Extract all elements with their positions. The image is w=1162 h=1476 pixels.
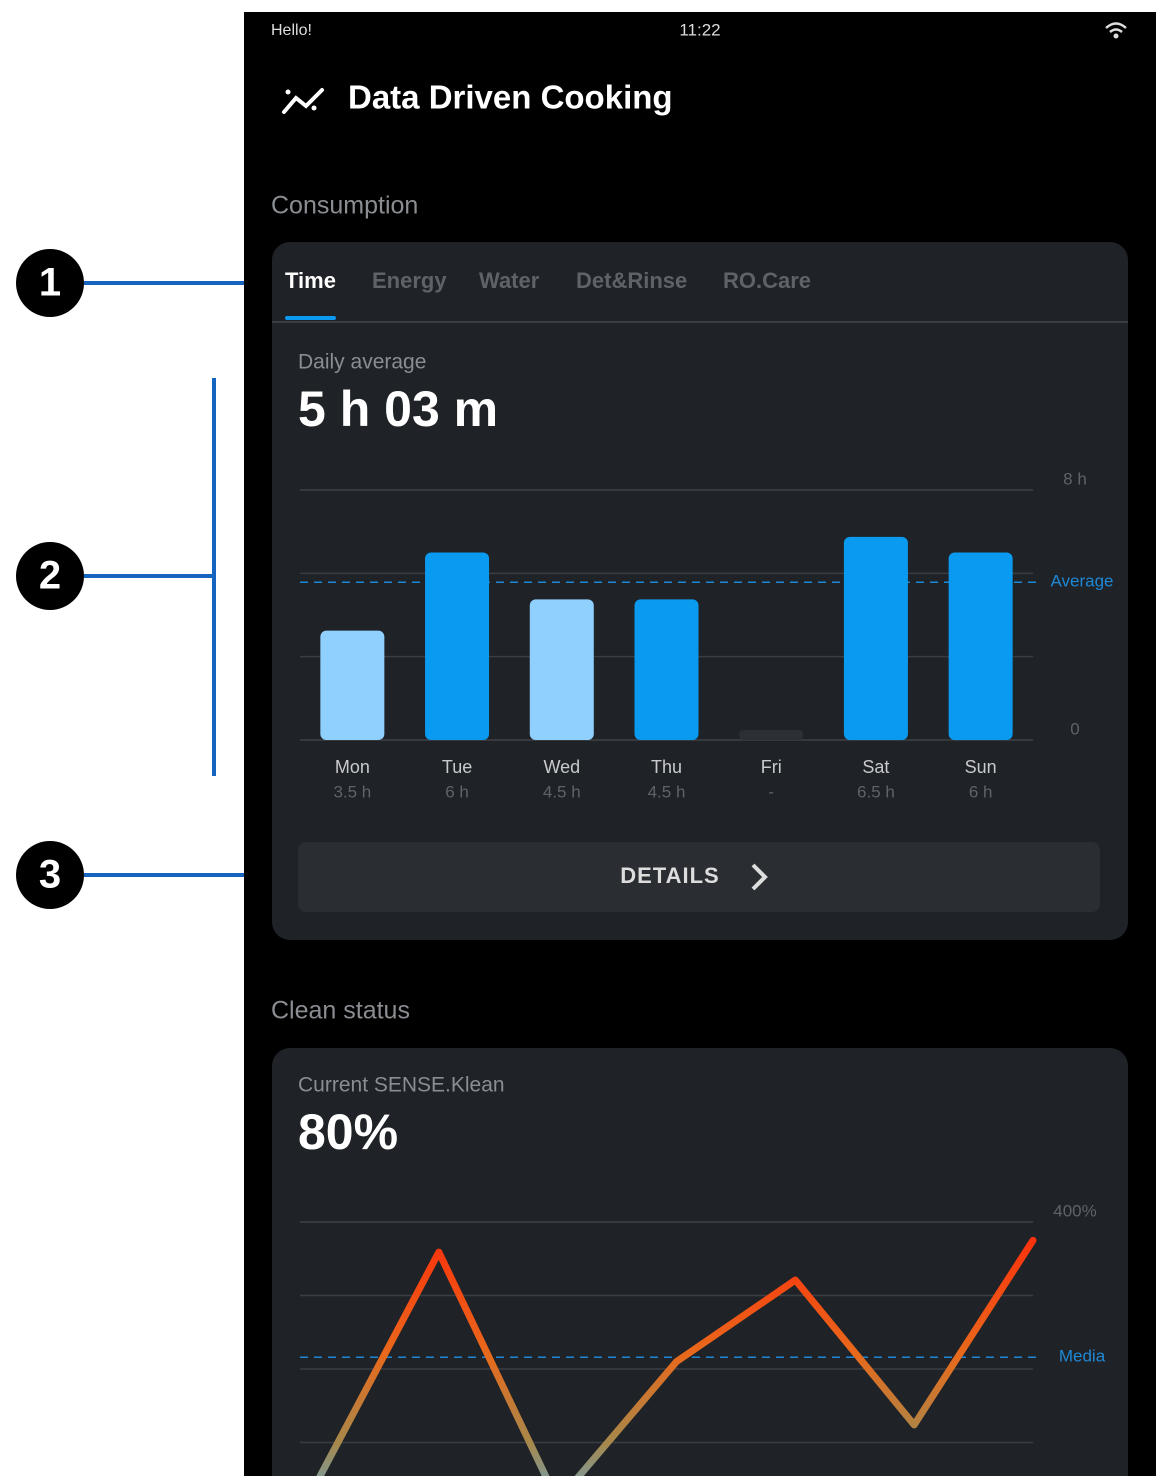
tab[interactable]: Det&Rinse (576, 268, 687, 293)
callout-badge (16, 249, 84, 317)
app-icon (285, 89, 291, 95)
bar (634, 599, 699, 740)
value-label: - (768, 782, 774, 801)
value-label: 4.5 h (648, 782, 686, 801)
wifi-icon (1113, 33, 1119, 39)
bar (320, 630, 385, 740)
metric-label: Daily average (298, 351, 426, 374)
x-tick-label: Sat (862, 757, 889, 777)
section-title: Clean status (271, 997, 410, 1025)
app-title: Data Driven Cooking (348, 79, 673, 116)
value-label: 3.5 h (333, 782, 371, 801)
tab[interactable]: Water (479, 268, 540, 293)
value-label: 6 h (445, 782, 469, 801)
x-tick-label: Mon (335, 757, 370, 777)
metric-value: 5 h 03 m (298, 381, 498, 437)
details-button-label[interactable]: DETAILS (620, 863, 719, 888)
y-tick-label: 8 h (1063, 469, 1087, 488)
wifi-icon (1105, 22, 1127, 34)
active-tab-indicator (285, 316, 336, 320)
value-label: 6.5 h (857, 782, 895, 801)
empty-bar (739, 730, 804, 740)
details-button[interactable] (298, 842, 1100, 912)
metric-value: 80% (298, 1104, 398, 1160)
clean-card (272, 1048, 1128, 1476)
y-tick-label: 0 (1070, 719, 1079, 738)
tab[interactable]: RO.Care (723, 268, 811, 293)
bar-chart: 0 8 h Average Mon 3.5 h Tue 6 h Wed 4.5 h Thu 4.5 … (300, 469, 1114, 801)
callout-number: 2 (39, 554, 61, 598)
app-icon (282, 88, 324, 114)
x-tick-label: Thu (651, 757, 682, 777)
screen: Hello! 11:22 Data Driven Cooking Consump… (271, 20, 1128, 1476)
status-greeting: Hello! (271, 22, 312, 39)
bar (948, 552, 1013, 740)
callout-number: 1 (39, 261, 61, 305)
section-title: Consumption (271, 192, 418, 220)
callout-badge (16, 542, 84, 610)
data-line (316, 1236, 1037, 1476)
app-icon (311, 105, 317, 111)
tab[interactable]: Time (285, 268, 336, 293)
chevron-icon[interactable] (751, 863, 768, 891)
value-label: 4.5 h (543, 782, 581, 801)
metric-label: Current SENSE.Klean (298, 1074, 505, 1097)
callout-number: 3 (39, 853, 61, 897)
callout-badge (16, 841, 84, 909)
bar (843, 536, 908, 740)
bar (425, 552, 490, 740)
tab-bar: Time Energy Water Det&Rinse RO.Care (285, 268, 811, 320)
status-time: 11:22 (679, 20, 720, 39)
reference-label: Media (1059, 1347, 1106, 1366)
x-tick-label: Fri (761, 757, 782, 777)
reference-label: Average (1050, 572, 1113, 591)
callouts: 1 2 3 (16, 249, 244, 909)
x-tick-label: Tue (442, 757, 472, 777)
value-label: 6 h (969, 782, 993, 801)
x-tick-label: Wed (543, 757, 580, 777)
y-tick-label: 400% (1053, 1201, 1096, 1220)
x-tick-label: Sun (965, 757, 997, 777)
bar (529, 599, 594, 740)
consumption-card (272, 242, 1128, 940)
line-chart: 400% Media (300, 1201, 1106, 1476)
tab[interactable]: Energy (372, 268, 447, 293)
